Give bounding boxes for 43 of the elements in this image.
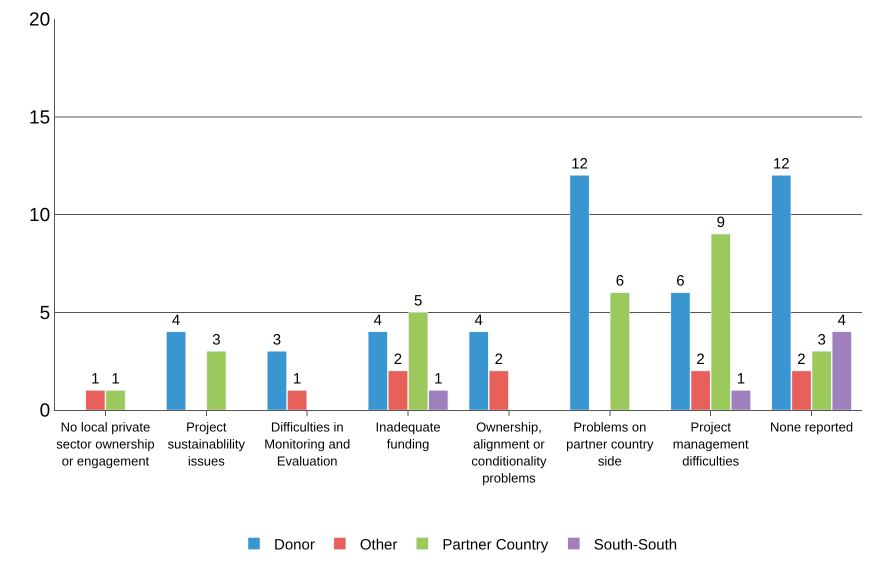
data-label: 3 [212,331,221,348]
data-label: 4 [172,312,180,329]
legend-label: Donor [274,536,315,554]
data-label: 5 [414,292,422,310]
x-tick-label: Inadequate funding [376,420,441,452]
bar [570,175,590,410]
data-label: 9 [716,214,725,232]
x-tick-label: Difficulties in Monitoring and Evaluation [264,420,350,468]
data-label: 4 [474,312,483,329]
y-tick-label: 5 [40,302,50,324]
y-tick-label: 20 [29,10,50,31]
data-label: 2 [797,350,806,368]
data-label: 1 [111,370,120,388]
legend-label: Partner Country [442,536,549,554]
data-label: 12 [772,155,790,172]
x-tick-label: Project sustainablility issues [168,420,246,468]
data-label: 2 [696,350,705,368]
data-label: 6 [676,272,685,290]
x-tick-label: None reported [770,420,854,435]
data-label: 1 [736,370,746,388]
data-label: 1 [434,370,442,388]
bar [166,332,186,410]
legend-label: Other [360,536,398,554]
data-label: 4 [374,312,382,329]
x-tick-label: Problems on partner country side [566,420,654,468]
data-label: 3 [817,331,826,348]
bar [206,351,226,410]
y-tick-label: 10 [29,205,50,226]
data-label: 2 [494,350,504,368]
x-tick-label: Ownership, alignment or conditionality problems [471,420,548,486]
data-label: 4 [838,312,846,329]
data-label: 12 [571,155,588,172]
data-label: 3 [272,331,282,348]
data-label: 6 [616,272,624,290]
y-tick-label: 0 [40,400,50,422]
x-tick-label: No local private sector ownership or engagement [56,420,155,468]
legend-label: South-South [594,536,678,554]
data-label: 1 [91,370,100,388]
x-tick-label: Project management difficulties [672,420,750,468]
bar [610,292,630,410]
data-label: 1 [292,370,302,388]
data-label: 2 [394,350,402,368]
y-tick-label: 15 [29,107,50,128]
